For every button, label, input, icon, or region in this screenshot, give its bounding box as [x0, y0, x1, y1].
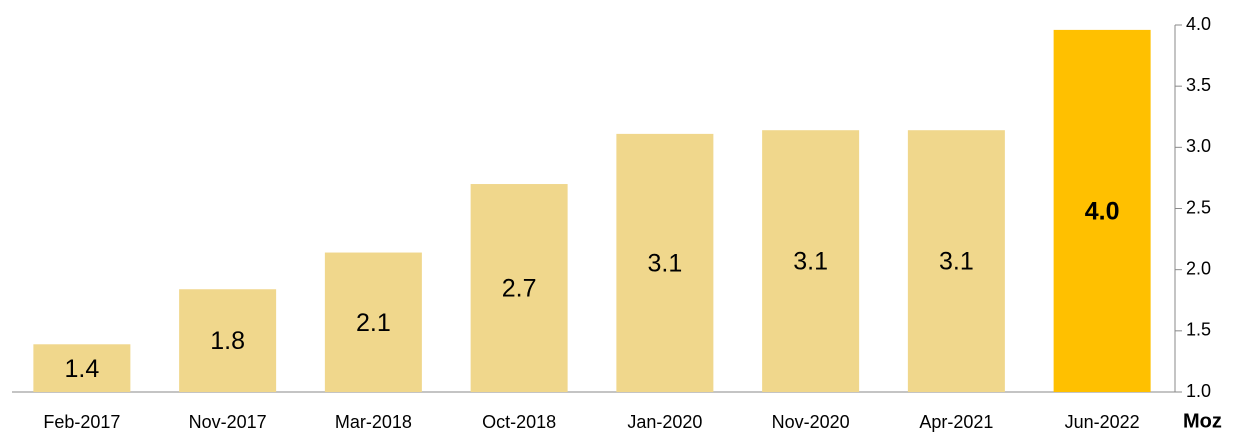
value-label: 4.0 — [1085, 198, 1120, 226]
y-tick-label: 4.0 — [1186, 14, 1211, 34]
bar — [762, 130, 860, 392]
value-label: 2.1 — [356, 309, 391, 337]
value-label: 3.1 — [647, 250, 682, 278]
value-label: 2.7 — [502, 275, 537, 303]
y-tick-label: 1.5 — [1186, 320, 1211, 340]
y-tick-label: 3.5 — [1186, 75, 1211, 95]
bar — [470, 184, 568, 392]
y-tick-label: 2.5 — [1186, 197, 1211, 217]
axis-unit-label: Moz — [1183, 410, 1222, 432]
bar — [616, 133, 714, 393]
x-tick-label: Oct-2018 — [482, 412, 556, 432]
bar — [1053, 29, 1151, 392]
y-tick-label: 3.0 — [1186, 136, 1211, 156]
value-label: 3.1 — [939, 248, 974, 276]
bar — [179, 289, 277, 392]
x-tick-label: Nov-2020 — [772, 412, 850, 432]
bar — [33, 344, 131, 392]
bar — [907, 130, 1005, 392]
x-tick-label: Apr-2021 — [919, 412, 993, 432]
y-tick-label: 1.0 — [1186, 381, 1211, 401]
x-tick-label: Nov-2017 — [189, 412, 267, 432]
x-tick-label: Mar-2018 — [335, 412, 412, 432]
y-tick-label: 2.0 — [1186, 258, 1211, 278]
x-tick-label: Jun-2022 — [1065, 412, 1140, 432]
value-label: 1.8 — [210, 327, 245, 355]
value-label: 3.1 — [793, 248, 828, 276]
x-tick-label: Jan-2020 — [627, 412, 702, 432]
value-label: 1.4 — [64, 355, 99, 383]
x-tick-label: Feb-2017 — [43, 412, 120, 432]
bar — [324, 252, 422, 392]
